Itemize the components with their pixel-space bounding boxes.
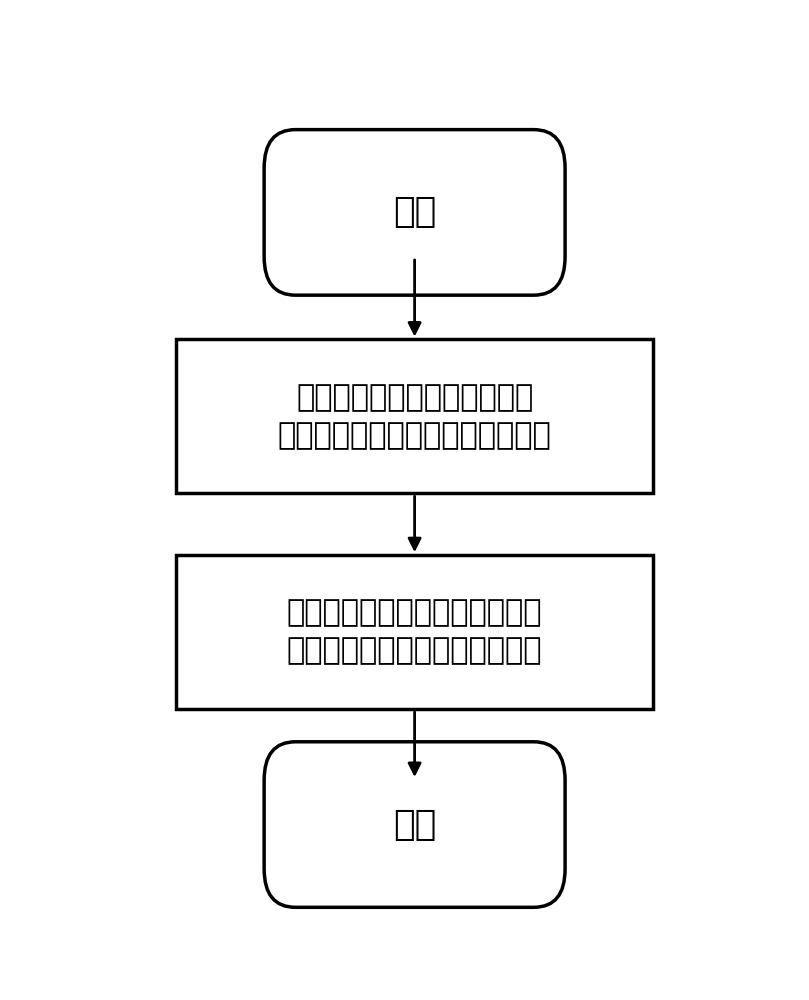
Text: 将预测熄弧角乘以电气耦合因子
从而指导换相失败预测控制输出: 将预测熄弧角乘以电气耦合因子 从而指导换相失败预测控制输出 — [287, 598, 542, 666]
Bar — [176, 555, 653, 709]
FancyBboxPatch shape — [264, 742, 565, 907]
Text: 结束: 结束 — [393, 808, 436, 842]
FancyBboxPatch shape — [264, 130, 565, 295]
Text: 开始: 开始 — [393, 195, 436, 229]
Text: 考虑电压谐波、直流电流变化
预测各回直流后续换相过程熄弧角: 考虑电压谐波、直流电流变化 预测各回直流后续换相过程熄弧角 — [277, 383, 552, 450]
Bar — [176, 339, 653, 493]
